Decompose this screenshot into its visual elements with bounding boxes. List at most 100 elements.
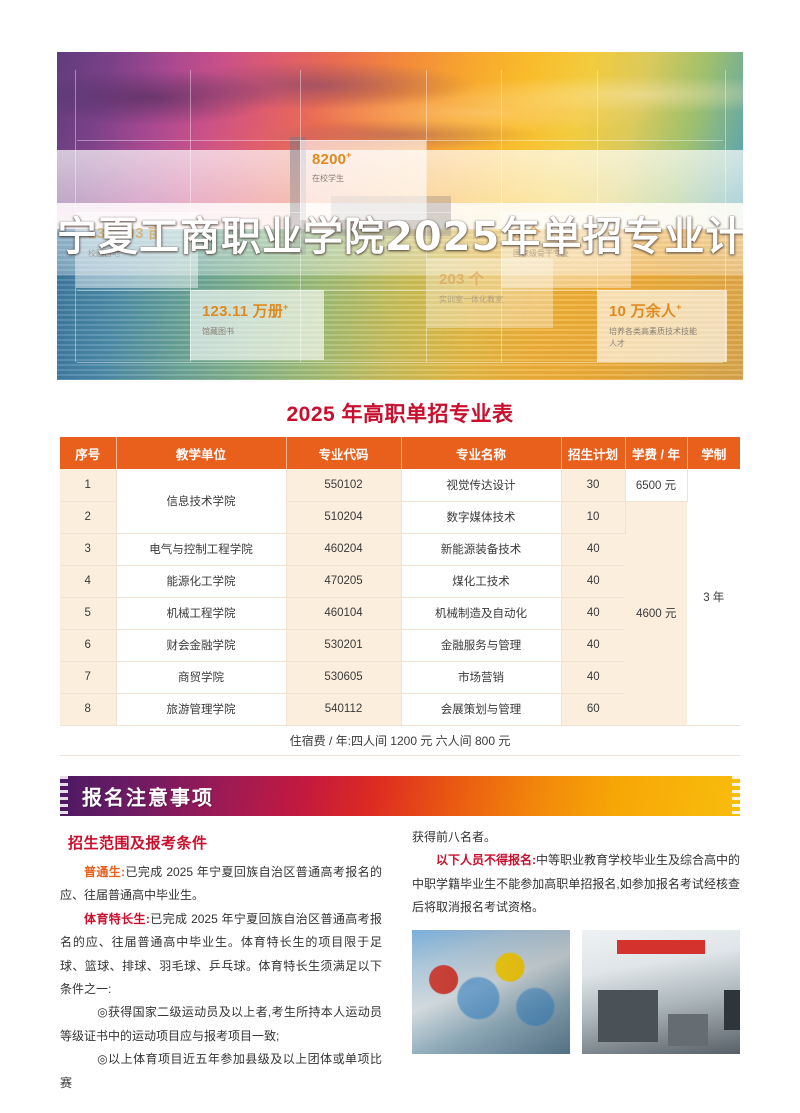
col-header-no: 序号 [60, 437, 117, 469]
stat-training-rooms: 203 个 实训室一体化教室 [427, 258, 553, 328]
cell-plan: 10 [561, 501, 626, 534]
text-ineligible: 中等职业教育学校毕业生及综合高中的中职学籍毕业生不能参加高职单招报名,如参加报名… [412, 853, 741, 915]
cell-code: 510204 [286, 501, 402, 534]
text-sports-student: 已完成 2025 年宁夏回族自治区普通高考报名的应、往届普通高中毕业生。体育特长… [60, 911, 382, 996]
cell-plan: 40 [561, 661, 625, 694]
table-header-row: 序号 教学单位 专业代码 专业名称 招生计划 学费 / 年 学制 [60, 437, 740, 469]
stat-key-majors-caption: 国家级骨干专业 [513, 249, 569, 258]
stat-campus-area-caption: 校园占地 [88, 249, 120, 258]
cell-major: 煤化工技术 [401, 565, 562, 598]
cell-no: 2 [60, 501, 117, 534]
cell-years: 3 年 [687, 469, 740, 726]
cell-major: 市场营销 [401, 661, 562, 694]
stat-students-value: 8200+ [312, 150, 352, 168]
photo-workshop-training [412, 930, 570, 1054]
table-row: 1 信息技术学院 550102 视觉传达设计 30 6500 元 3 年 [60, 469, 740, 726]
cell-unit: 旅游管理学院 [116, 693, 287, 726]
cell-major: 机械制造及自动化 [401, 597, 562, 630]
stat-library-books: 123.11 万册+ 馆藏图书 [190, 290, 324, 360]
cell-plan: 40 [561, 565, 625, 598]
cell-fee: 4600 元 [625, 501, 687, 726]
notice-paragraph-ineligible: 以下人员不得报名:中等职业教育学校毕业生及综合高中的中职学籍毕业生不能参加高职单… [412, 849, 740, 919]
stat-campus-area-value: 1305.93 亩 [88, 225, 164, 242]
cell-code: 460104 [286, 597, 402, 630]
cell-code: 460204 [286, 533, 402, 566]
cell-no: 5 [60, 597, 117, 630]
cell-fee: 6500 元 [625, 469, 688, 502]
table-row: 2 510204 数字媒体技术 10 4600 元 [60, 501, 740, 726]
notice-paragraph-athlete: 体育特长生:已完成 2025 年宁夏回族自治区普通高考报名的应、往届普通高中毕业… [60, 908, 382, 1002]
col-header-years: 学制 [687, 437, 740, 469]
stat-key-majors-value: 3 个 [513, 225, 542, 242]
col-header-plan: 招生计划 [561, 437, 626, 469]
dormitory-fee-note: 住宿费 / 年:四人间 1200 元 六人间 800 元 [60, 725, 740, 756]
cell-no: 4 [60, 565, 117, 598]
cell-major: 新能源装备技术 [401, 533, 562, 566]
page-title: 宁夏工商职业学院2025年单招专业计划 [57, 214, 743, 260]
col-header-fee: 学费 / 年 [625, 437, 688, 469]
cell-no: 1 [60, 469, 117, 502]
cell-plan: 30 [561, 469, 626, 502]
notice-section-banner: 报名注意事项 [60, 776, 740, 816]
table-row: 3 电气与控制工程学院 460204 新能源装备技术 40 [60, 533, 740, 566]
notice-paragraph-general: 普通生:已完成 2025 年宁夏回族自治区普通高考报名的应、往届普通高中毕业生。 [60, 861, 382, 908]
notice-bullet-two: ◎以上体育项目近五年参加县级及以上团体或单项比赛 [60, 1052, 382, 1090]
stat-library-books-caption: 馆藏图书 [202, 327, 234, 336]
stat-training-rooms-caption: 实训室一体化教室 [439, 295, 503, 304]
cell-no: 3 [60, 533, 117, 566]
cell-plan: 40 [561, 629, 625, 662]
stat-students-caption: 在校学生 [312, 174, 344, 183]
table-title: 2025 年高职单招专业表 [286, 403, 514, 426]
cell-major: 金融服务与管理 [401, 629, 562, 662]
cell-code: 530201 [286, 629, 402, 662]
cell-no: 8 [60, 693, 117, 726]
cell-code: 540112 [286, 693, 402, 726]
cell-unit: 机械工程学院 [116, 597, 287, 630]
stat-campus-area: 1305.93 亩 校园占地 [76, 212, 198, 288]
cell-unit: 信息技术学院 [116, 469, 287, 534]
col-header-major: 专业名称 [401, 437, 562, 469]
photo-analysis-lab [582, 930, 740, 1054]
cell-major: 会展策划与管理 [401, 693, 562, 726]
cell-unit: 商贸学院 [116, 661, 287, 694]
stat-graduates: 10 万余人+ 培养各类高素质技术技能人才 [597, 290, 727, 362]
table-row: 8 旅游管理学院 540112 会展策划与管理 60 [60, 693, 740, 726]
cell-plan: 40 [561, 533, 625, 566]
label-ineligible: 以下人员不得报名: [436, 853, 536, 868]
notice-bullet-one: ◎获得国家二级运动员及以上者,考生所持本人运动员等级证书中的运动项目应与报考项目… [60, 1005, 382, 1043]
cell-plan: 60 [561, 693, 625, 726]
stat-graduates-caption: 培养各类高素质技术技能人才 [609, 327, 697, 348]
cell-code: 550102 [286, 469, 402, 502]
stat-library-books-value: 123.11 万册+ [202, 302, 289, 320]
cell-unit: 能源化工学院 [116, 565, 287, 598]
notice-subheading: 招生范围及报考条件 [62, 832, 217, 853]
col-header-unit: 教学单位 [116, 437, 287, 469]
cell-unit: 财会金融学院 [116, 629, 287, 662]
notice-continuation-text: 获得前八名者。 [412, 830, 497, 844]
notice-left-column: 招生范围及报考条件 普通生:已完成 2025 年宁夏回族自治区普通高考报名的应、… [60, 826, 382, 1095]
cell-code: 470205 [286, 565, 402, 598]
stat-training-rooms-value: 203 个 [439, 271, 485, 288]
cell-plan: 40 [561, 597, 625, 630]
stat-graduates-value: 10 万余人+ [609, 302, 682, 320]
table-row: 5 机械工程学院 460104 机械制造及自动化 40 [60, 597, 740, 630]
stat-key-majors: 3 个 国家级骨干专业 [501, 212, 631, 288]
table-row: 7 商贸学院 530605 市场营销 40 [60, 661, 740, 694]
col-header-code: 专业代码 [286, 437, 402, 469]
cell-major: 视觉传达设计 [401, 469, 562, 502]
cell-no: 7 [60, 661, 117, 694]
notice-section-label: 报名注意事项 [82, 787, 214, 810]
cell-unit: 电气与控制工程学院 [116, 533, 287, 566]
label-sports-student: 体育特长生: [84, 911, 150, 926]
cell-code: 530605 [286, 661, 402, 694]
admission-plan-table: 序号 教学单位 专业代码 专业名称 招生计划 学费 / 年 学制 1 信息技术学… [60, 437, 740, 756]
notice-photo-strip [412, 930, 740, 1054]
table-row: 6 财会金融学院 530201 金融服务与管理 40 [60, 629, 740, 662]
label-general-student: 普通生: [84, 865, 126, 879]
text-general-student: 已完成 2025 年宁夏回族自治区普通高考报名的应、往届普通高中毕业生。 [60, 865, 382, 903]
cell-no: 6 [60, 629, 117, 662]
table-footer-row: 住宿费 / 年:四人间 1200 元 六人间 800 元 [60, 725, 740, 756]
hero-banner: 8200+ 在校学生 1305.93 亩 校园占地 3 个 国家级骨干专业 20… [57, 52, 743, 380]
cell-major: 数字媒体技术 [401, 501, 562, 534]
notice-right-column: 获得前八名者。 以下人员不得报名:中等职业教育学校毕业生及综合高中的中职学籍毕业… [412, 826, 740, 920]
